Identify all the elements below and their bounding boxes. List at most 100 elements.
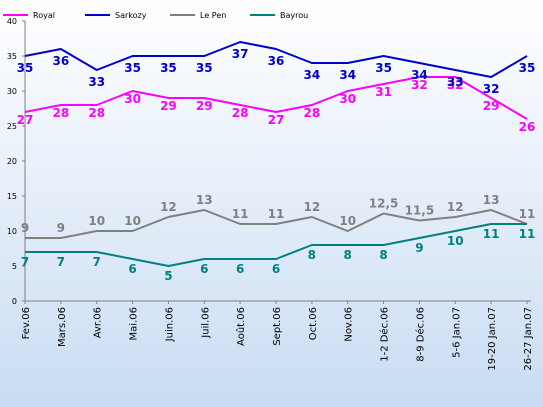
data-label-bayrou-9: 8 [344,248,352,262]
data-label-sarkozy-9: 34 [339,68,356,82]
data-label-le-pen-14: 11 [519,207,536,221]
y-tick-label-10: 10 [7,227,17,236]
data-label-royal-12: 32 [447,78,464,92]
data-label-bayrou-3: 6 [128,262,136,276]
data-label-sarkozy-14: 35 [519,61,536,75]
data-label-royal-9: 30 [339,92,356,106]
x-tick-label-mai-06: Mai.06 [129,307,140,340]
series-line-royal [24,76,528,120]
legend: Royal Sarkozy Le Pen Bayrou [3,11,308,20]
data-label-le-pen-8: 12 [304,200,321,214]
data-label-bayrou-5: 6 [200,262,208,276]
y-tick-label-35: 35 [7,52,17,61]
data-label-bayrou-7: 6 [272,262,280,276]
data-label-bayrou-13: 11 [483,227,500,241]
x-tick-label-nov-06: Nov.06 [344,307,355,342]
data-label-le-pen-11: 11,5 [405,204,435,218]
data-label-sarkozy-7: 36 [268,54,285,68]
data-label-sarkozy-0: 35 [17,61,34,75]
series-line-le-pen [25,209,528,239]
data-label-bayrou-0: 7 [21,255,29,269]
data-label-le-pen-4: 12 [160,200,177,214]
data-label-sarkozy-11: 34 [411,68,428,82]
x-tick-labels: Fev.06 Mars.06 Avr.06 Mai.06 Juin.06 Juil.06 A… [21,307,534,371]
x-tick-label-19-20-jan-07: 19-20 Jan.07 [487,307,498,371]
data-label-bayrou-2: 7 [93,255,101,269]
data-label-bayrou-1: 7 [57,255,65,269]
data-labels: 27 28 28 30 29 29 28 27 28 30 31 32 32 29 26 35 36 33 35 35… [17,47,536,283]
data-label-sarkozy-8: 34 [304,68,321,82]
legend-label-royal: Royal [33,11,55,20]
data-label-royal-5: 29 [196,99,213,113]
series-line-bayrou [25,223,527,267]
y-tick-label-25: 25 [7,122,17,131]
data-label-royal-0: 27 [17,113,34,127]
x-tick-label-ao-t-06: Août.06 [235,307,247,346]
data-label-sarkozy-4: 35 [160,61,177,75]
data-label-royal-14: 26 [519,120,536,134]
y-tick-label-30: 30 [7,87,17,96]
data-label-le-pen-0: 9 [21,221,29,235]
data-label-royal-6: 28 [232,106,249,120]
data-label-royal-8: 28 [304,106,321,120]
x-tick-label-5-6-jan-07: 5-6 Jan.07 [451,307,462,358]
legend-label-bayrou: Bayrou [280,11,308,20]
series-lines [24,41,528,267]
x-tick-label-mars-06: Mars.06 [57,307,68,347]
data-label-sarkozy-5: 35 [196,61,213,75]
data-label-le-pen-6: 11 [232,207,249,221]
data-label-le-pen-13: 13 [483,193,500,207]
data-label-bayrou-10: 8 [379,248,387,262]
data-label-royal-10: 31 [375,85,392,99]
x-tick-label-sept-06: Sept.06 [272,307,283,346]
x-tick-label-juin-06: Juin.06 [164,307,175,342]
x-tick-label-fev-06: Fev.06 [21,307,32,339]
y-tick-label-5: 5 [12,262,17,271]
y-tick-label-0: 0 [12,297,17,306]
data-label-royal-13: 29 [483,99,500,113]
data-label-sarkozy-10: 35 [375,61,392,75]
data-label-royal-11: 32 [411,78,428,92]
data-label-le-pen-10: 12,5 [369,197,399,211]
y-tick-labels: 0 5 10 15 20 25 30 35 40 [7,17,17,306]
data-label-le-pen-7: 11 [268,207,285,221]
data-label-bayrou-4: 5 [164,269,172,283]
data-label-sarkozy-12: 33 [447,75,464,89]
x-tick-label-juil-06: Juil.06 [200,307,211,339]
data-label-le-pen-3: 10 [124,214,141,228]
data-label-bayrou-11: 9 [415,241,423,255]
x-tick-label-26-27-jan-07: 26-27 Jan.07 [523,307,534,371]
x-tick-label-avr-06: Avr.06 [93,307,104,338]
data-label-royal-3: 30 [124,92,141,106]
axes [22,20,531,304]
data-label-sarkozy-3: 35 [124,61,141,75]
data-label-bayrou-6: 6 [236,262,244,276]
legend-label-sarkozy: Sarkozy [115,11,147,20]
data-label-sarkozy-2: 33 [88,75,105,89]
data-label-sarkozy-6: 37 [232,47,249,61]
data-label-le-pen-12: 12 [447,200,464,214]
data-label-le-pen-9: 10 [339,214,356,228]
series-line-sarkozy [24,41,528,78]
data-label-le-pen-2: 10 [88,214,105,228]
data-label-royal-2: 28 [88,106,105,120]
data-label-sarkozy-13: 32 [483,82,500,96]
data-label-royal-4: 29 [160,99,177,113]
data-label-sarkozy-1: 36 [53,54,70,68]
x-tick-label-1-2-d-c-06: 1-2 Déc.06 [379,307,391,362]
y-tick-label-15: 15 [7,192,17,201]
data-label-le-pen-5: 13 [196,193,213,207]
y-tick-label-20: 20 [7,157,17,166]
data-label-royal-1: 28 [53,106,70,120]
data-label-bayrou-14: 11 [519,227,536,241]
data-label-royal-7: 27 [268,113,285,127]
data-label-bayrou-8: 8 [308,248,316,262]
x-tick-label-oct-06: Oct.06 [308,307,319,340]
y-tick-label-40: 40 [7,17,17,26]
data-label-le-pen-1: 9 [57,221,65,235]
data-label-bayrou-12: 10 [447,234,464,248]
legend-label-le-pen: Le Pen [200,11,226,20]
x-tick-label-8-9-d-c-06: 8-9 Déc.06 [414,307,426,362]
